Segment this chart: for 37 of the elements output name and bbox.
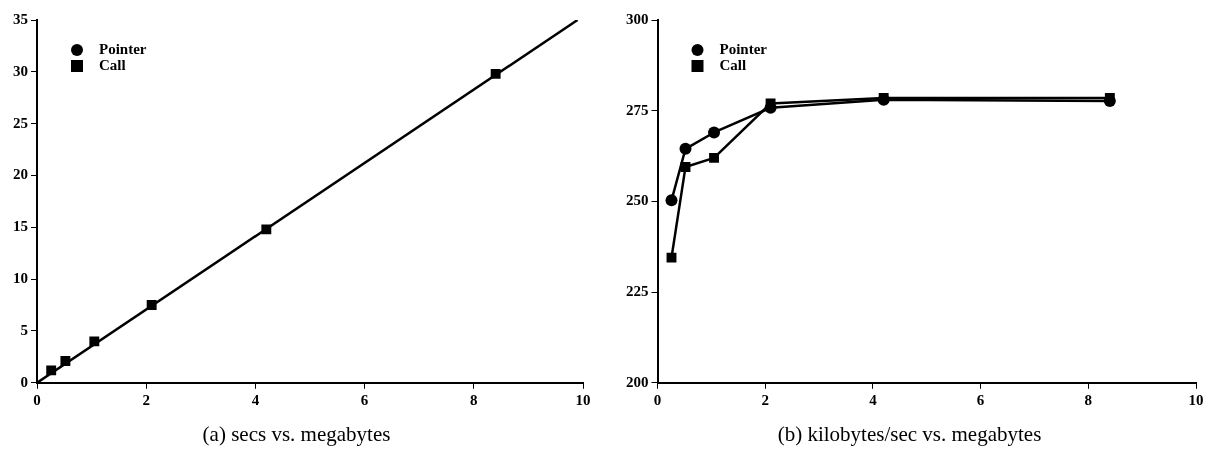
point [709,152,719,163]
x-tick-label: 0 [33,391,41,408]
point [679,142,692,155]
y-tick-label: 35 [13,10,28,27]
y-tick-label: 275 [626,101,649,118]
x-tick-label: 4 [251,391,260,408]
x-tick-label: 8 [1084,391,1093,408]
text: (b) kilobytes/sec vs. megabytes [777,421,1042,446]
y-tick-label: 250 [626,192,649,209]
y-tick-label: 225 [626,282,649,299]
point [666,252,677,263]
y-tick-label: 10 [13,270,28,287]
x-tick-label: 8 [470,391,478,408]
x-tick-label: 2 [142,391,150,408]
x-tick-label: 6 [360,391,369,408]
y-tick-label: 200 [626,373,649,390]
y-tick-label: 30 [13,62,28,79]
x-tick-label: 2 [761,391,769,408]
x-tick-label: 4 [869,391,878,408]
x-tick-label: 6 [976,391,985,408]
x-tick-label: 0 [653,391,662,408]
legend-label: Pointer [99,40,147,57]
point [665,194,678,207]
point [680,161,691,172]
legend-label: Pointer [719,40,768,57]
point [708,126,721,139]
legend-label: Call [99,56,126,73]
y-tick-label: 5 [20,321,28,338]
x-tick-label: 10 [1188,391,1204,408]
y-tick-label: 25 [13,114,28,131]
x-tick-label: 10 [575,391,591,408]
legend-label: Call [719,56,747,73]
y-tick-label: 0 [20,373,28,390]
text: (a) secs vs. megabytes [202,421,391,446]
y-tick-label: 20 [13,166,28,183]
y-tick-label: 300 [626,10,649,27]
y-tick-label: 15 [13,218,28,235]
